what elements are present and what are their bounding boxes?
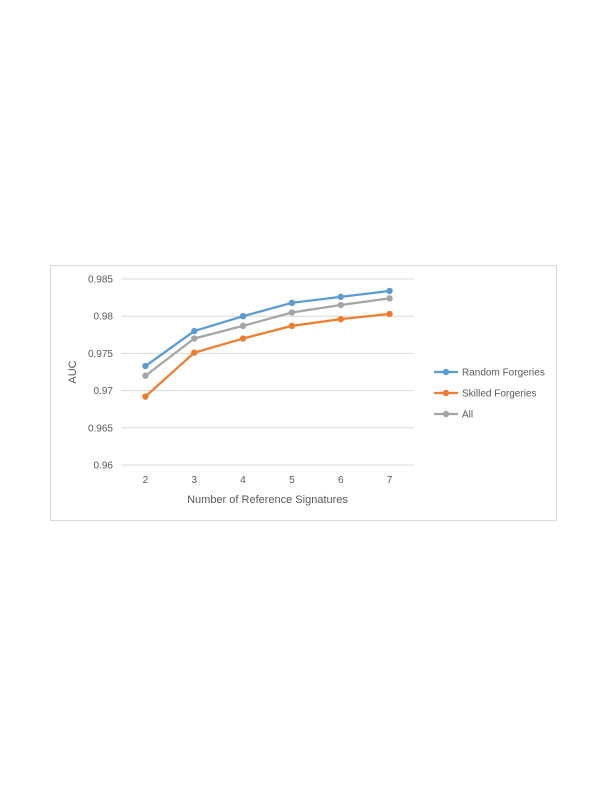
data-point: [386, 310, 393, 318]
data-point: [142, 372, 149, 379]
legend-item: Random Forgeries: [434, 368, 545, 379]
data-point: [239, 322, 247, 330]
series-group: [142, 287, 393, 400]
series: [142, 295, 393, 379]
data-point: [239, 313, 247, 320]
y-tick-label: 0.985: [88, 275, 113, 286]
x-tick-label: 6: [338, 475, 344, 486]
series-line: [144, 312, 391, 398]
y-tick-label: 0.98: [94, 312, 114, 323]
data-point: [142, 362, 149, 370]
y-tick-label: 0.96: [94, 461, 114, 472]
data-point: [337, 293, 344, 301]
data-point: [191, 349, 198, 356]
legend-label: Random Forgeries: [462, 368, 545, 379]
legend-item: Skilled Forgeries: [434, 389, 536, 400]
data-point: [386, 295, 393, 302]
x-axis-ticks: 2 3 4 5 6 7: [143, 475, 393, 486]
data-point: [191, 335, 198, 342]
series-line: [144, 289, 391, 368]
legend: Random Forgeries Skilled Forgeries All: [434, 368, 545, 421]
gridlines: [121, 278, 414, 466]
y-tick-label: 0.975: [88, 349, 113, 360]
data-point: [142, 393, 149, 400]
x-tick-label: 4: [240, 475, 246, 486]
series: [142, 287, 393, 370]
legend-label: Skilled Forgeries: [462, 389, 536, 400]
legend-item: All: [434, 410, 473, 421]
y-tick-label: 0.97: [94, 386, 114, 397]
data-point: [337, 315, 344, 323]
data-point: [337, 301, 344, 309]
data-point: [288, 309, 296, 316]
legend-label: All: [462, 410, 473, 421]
legend-marker: [442, 368, 450, 376]
y-tick-label: 0.965: [88, 423, 113, 434]
x-tick-label: 7: [387, 475, 393, 486]
data-point: [386, 287, 393, 295]
y-axis-title: AUC: [67, 360, 79, 383]
x-tick-label: 3: [191, 475, 197, 486]
series-line: [144, 297, 391, 377]
data-point: [191, 327, 198, 335]
x-tick-label: 2: [143, 475, 149, 486]
x-axis-title: Number of Reference Signatures: [187, 494, 348, 506]
chart-frame: [50, 265, 557, 521]
data-point: [288, 322, 296, 330]
series: [142, 310, 393, 400]
legend-marker: [442, 410, 450, 418]
x-tick-label: 5: [289, 475, 295, 486]
y-axis-ticks: 0.96 0.965 0.97 0.975 0.98 0.985: [88, 275, 113, 472]
data-point: [288, 299, 296, 307]
data-point: [239, 335, 247, 342]
legend-marker: [442, 389, 450, 397]
